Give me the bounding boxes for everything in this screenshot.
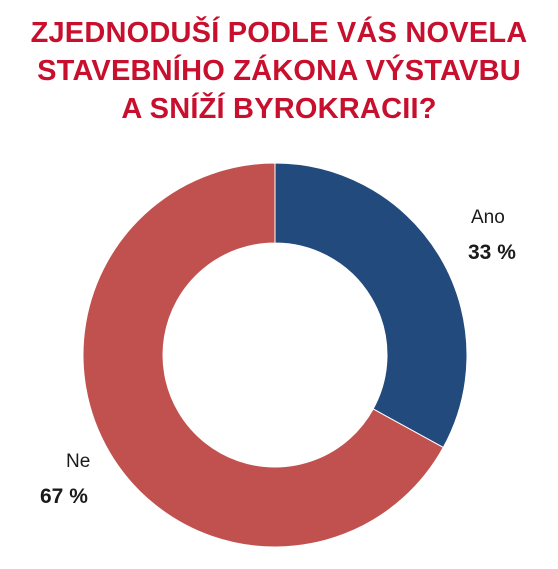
donut-slices — [82, 162, 468, 548]
slice-category-ano: Ano — [471, 207, 505, 228]
chart-title: ZJEDNODUŠÍ PODLE VÁS NOVELA STAVEBNÍHO Z… — [0, 14, 558, 128]
chart-title-line-2: STAVEBNÍHO ZÁKONA VÝSTAVBU — [37, 55, 521, 87]
slice-value-ano: 33 % — [468, 241, 516, 264]
slice-label-ne: Ne 67 % — [40, 451, 90, 508]
slice-category-ne: Ne — [66, 451, 90, 472]
chart-title-line-1: ZJEDNODUŠÍ PODLE VÁS NOVELA — [30, 17, 528, 49]
donut-slice-ne — [82, 162, 444, 548]
slice-value-ne: 67 % — [40, 485, 88, 508]
chart-title-line-3: A SNÍŽÍ BYROKRACII? — [121, 93, 437, 125]
slice-label-ano: Ano 33 % — [468, 207, 516, 264]
donut-slice-ano — [274, 162, 468, 449]
